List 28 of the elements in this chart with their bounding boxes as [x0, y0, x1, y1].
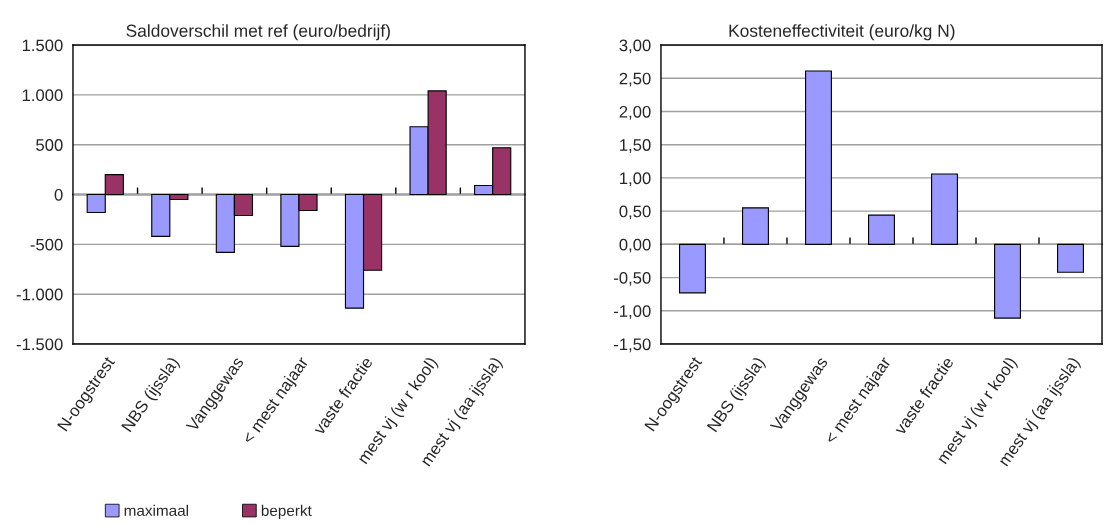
bar [994, 243, 1021, 319]
y-tick-label: -1.500 [16, 338, 63, 351]
bar [931, 173, 958, 245]
y-tick-label: 1,00 [620, 172, 651, 187]
y-tick-label: 0,50 [619, 205, 651, 220]
y-tick-label: 1.500 [22, 39, 63, 52]
bar [678, 243, 706, 294]
y-tick-label: 500 [36, 139, 63, 151]
legend-label: beperkt [261, 504, 312, 520]
bar [1057, 243, 1084, 273]
bar [742, 207, 769, 245]
bar [868, 214, 895, 245]
y-tick-label: 2,00 [619, 105, 651, 120]
y-tick-label: 0 [54, 188, 63, 201]
y-tick-label: -1,00 [614, 305, 651, 319]
y-tick-label: 1,50 [620, 139, 651, 153]
bar [805, 70, 832, 245]
y-tick-label: 2,50 [619, 72, 651, 87]
legend-label: maximaal [124, 504, 189, 516]
y-tick-label: 3,00 [619, 39, 651, 54]
chart-title: Kosteneffectiviteit (euro/kg N) [729, 24, 955, 41]
y-tick-label: -0,50 [614, 271, 651, 286]
y-tick-label: 0,00 [619, 238, 651, 253]
y-tick-label: -1,50 [614, 338, 651, 353]
y-tick-label: -500 [30, 238, 63, 251]
y-tick-label: 1.000 [22, 89, 63, 102]
chart-title: Saldoverschil met ref (euro/bedrijf) [126, 24, 390, 41]
y-tick-label: -1.000 [16, 288, 63, 301]
